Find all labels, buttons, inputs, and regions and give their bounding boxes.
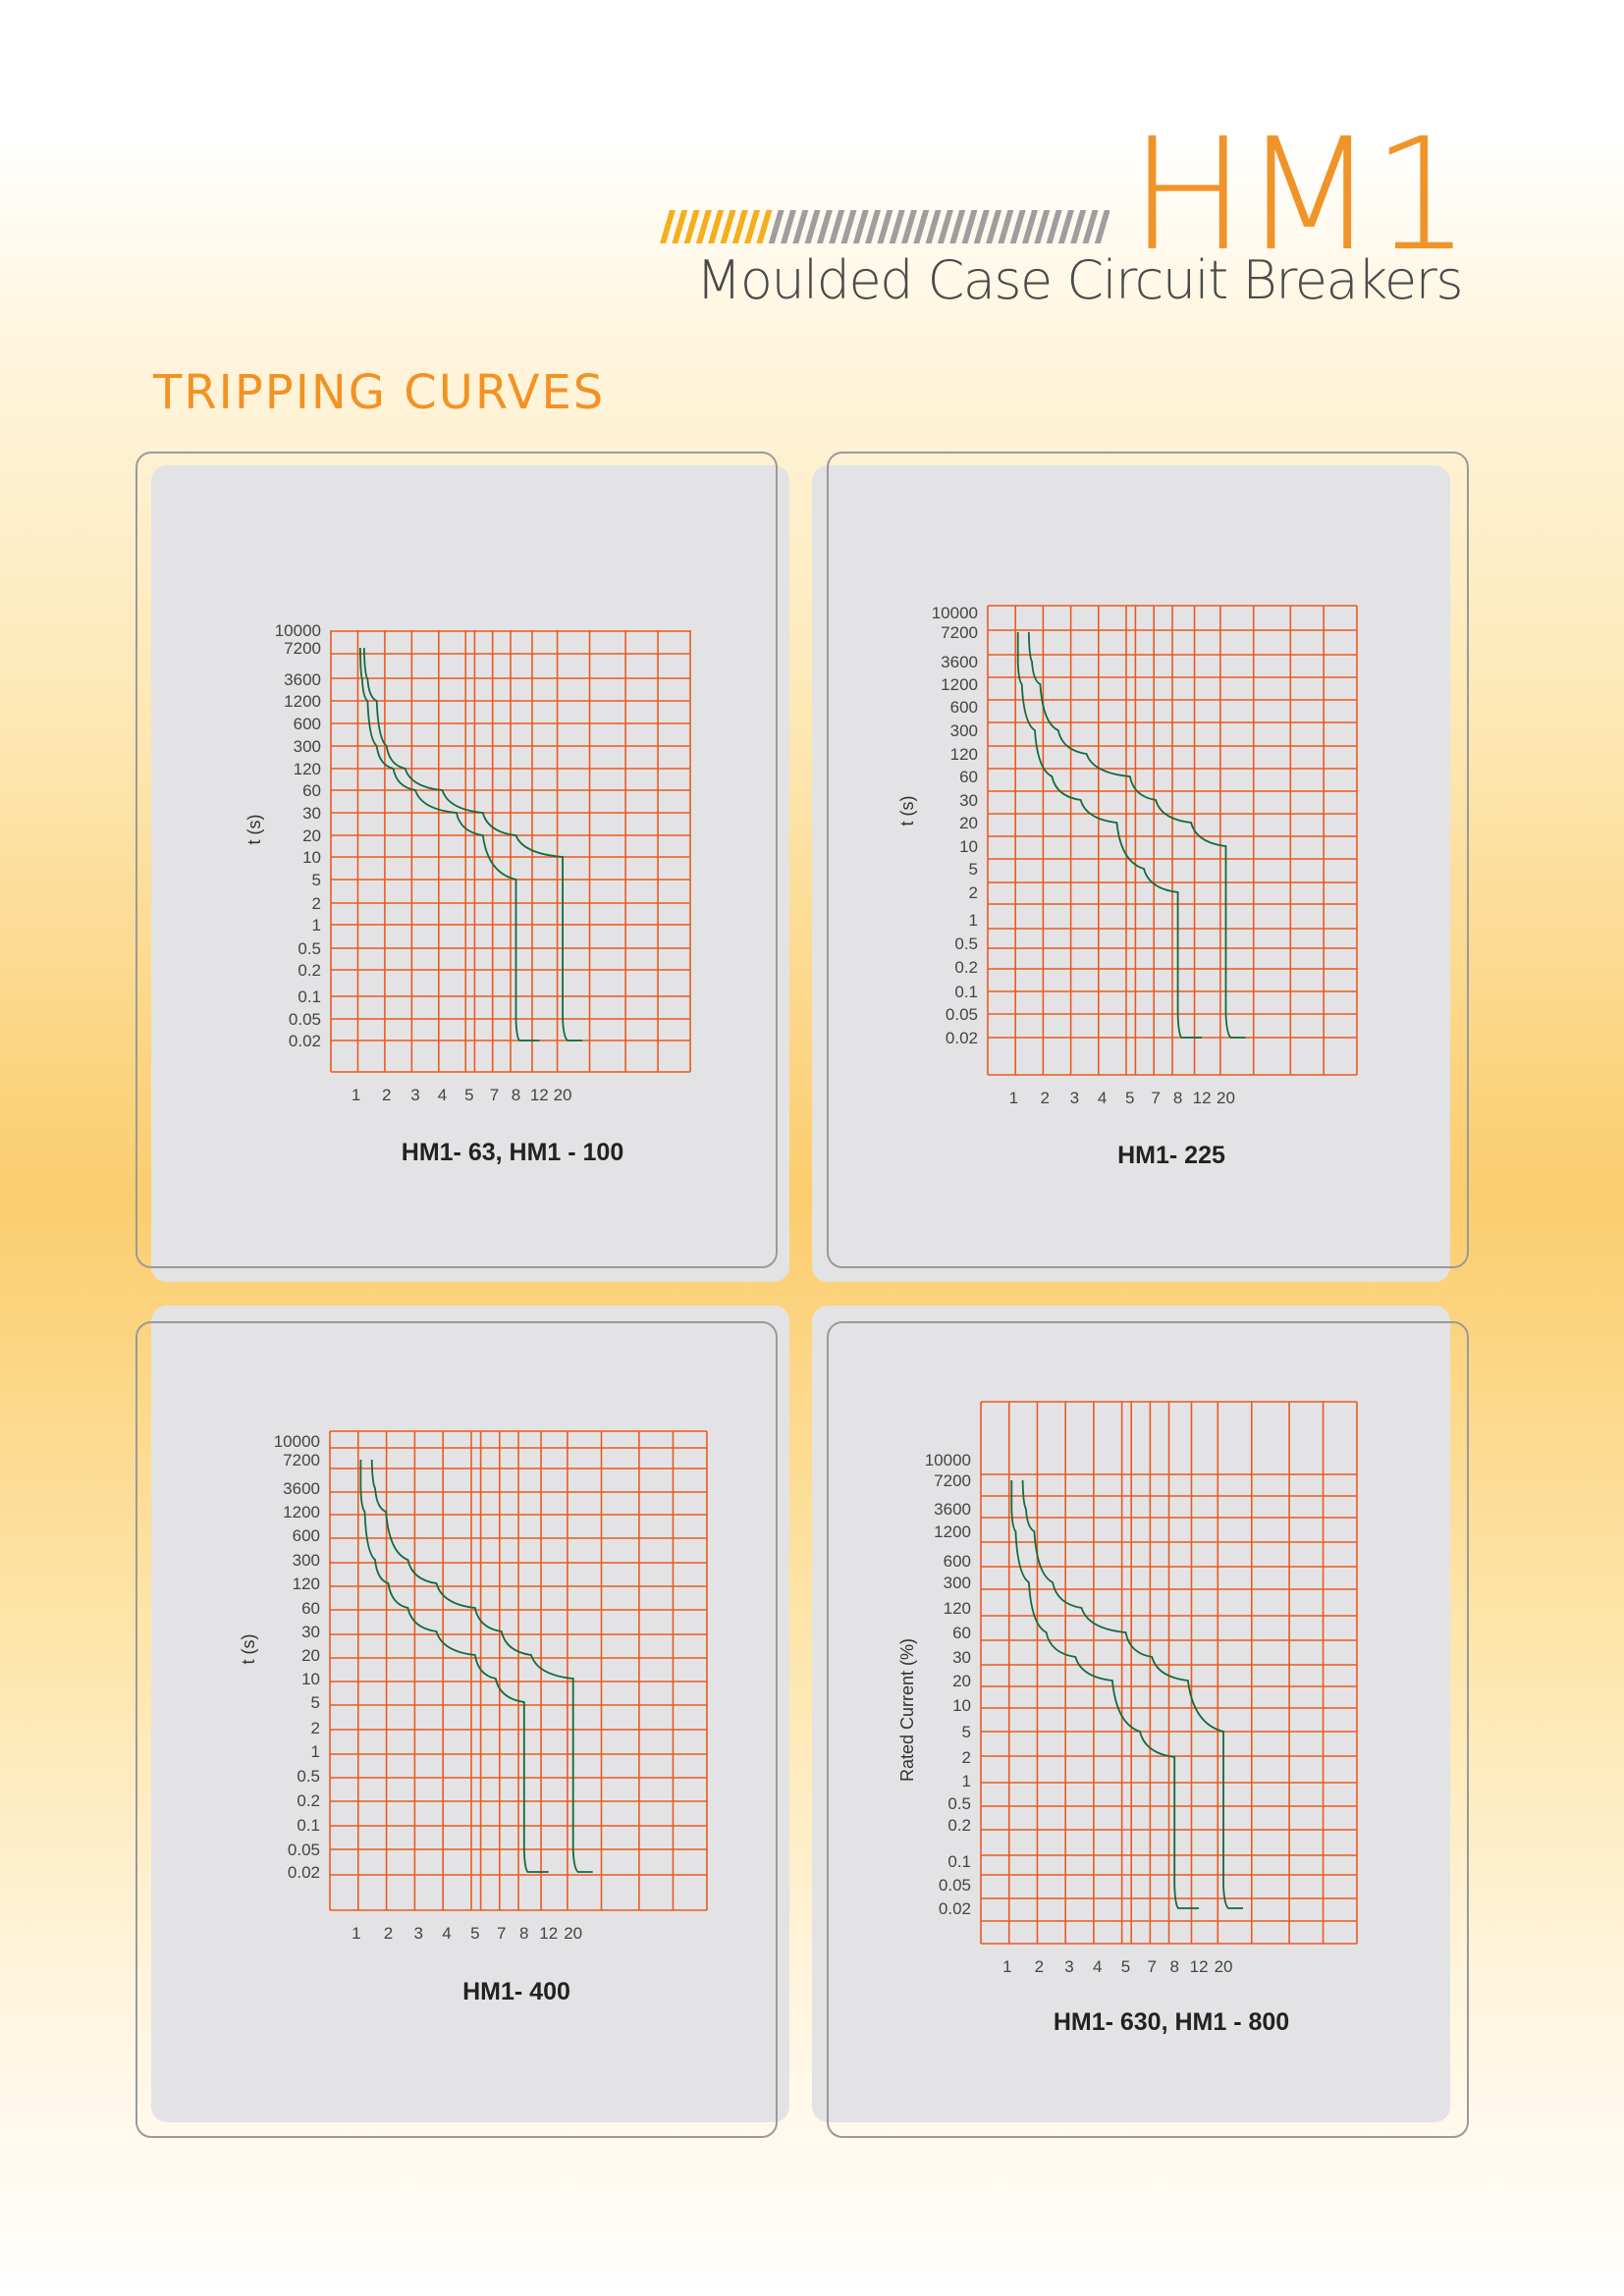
stripe bbox=[792, 210, 809, 243]
stripe bbox=[708, 210, 725, 243]
stripe bbox=[1070, 210, 1087, 243]
panel-frame bbox=[135, 452, 778, 1268]
stripe bbox=[683, 210, 700, 243]
stripe bbox=[1094, 210, 1110, 243]
stripe bbox=[998, 210, 1014, 243]
section-title: TRIPPING CURVES bbox=[153, 365, 606, 420]
stripe bbox=[877, 210, 893, 243]
panel-frame bbox=[827, 452, 1469, 1268]
stripe bbox=[973, 210, 990, 243]
stripe bbox=[852, 210, 869, 243]
stripe bbox=[1082, 210, 1099, 243]
stripe bbox=[925, 210, 942, 243]
stripe bbox=[840, 210, 857, 243]
stripe bbox=[986, 210, 1002, 243]
stripe bbox=[1022, 210, 1038, 243]
stripe bbox=[865, 210, 882, 243]
stripe bbox=[744, 210, 761, 243]
stripe bbox=[889, 210, 905, 243]
stripe bbox=[731, 210, 748, 243]
stripe bbox=[804, 210, 821, 243]
stripe bbox=[913, 210, 930, 243]
page-subtitle: Moulded Case Circuit Breakers bbox=[695, 249, 1464, 311]
stripe bbox=[672, 210, 688, 243]
stripe bbox=[829, 210, 845, 243]
stripe bbox=[961, 210, 978, 243]
stripe bbox=[781, 210, 796, 243]
chart-title: HM1- 63, HM1 - 100 bbox=[401, 1139, 624, 1166]
stripe-decoration bbox=[660, 210, 1110, 243]
chart-title: HM1- 630, HM1 - 800 bbox=[1053, 2008, 1290, 2036]
panel-frame bbox=[827, 1321, 1469, 2138]
stripe bbox=[756, 210, 773, 243]
stripe bbox=[949, 210, 966, 243]
stripe bbox=[720, 210, 736, 243]
stripe bbox=[695, 210, 712, 243]
panel-frame bbox=[135, 1321, 778, 2138]
stripe bbox=[660, 210, 676, 243]
stripe bbox=[768, 210, 785, 243]
stripe bbox=[1057, 210, 1074, 243]
chart-title: HM1- 400 bbox=[462, 1978, 570, 2005]
stripe bbox=[816, 210, 833, 243]
stripe bbox=[1009, 210, 1026, 243]
stripe bbox=[1046, 210, 1062, 243]
stripe bbox=[901, 210, 917, 243]
stripe bbox=[937, 210, 953, 243]
stripe bbox=[1034, 210, 1051, 243]
brand-title: HM1 bbox=[1129, 105, 1471, 286]
chart-title: HM1- 225 bbox=[1117, 1142, 1225, 1169]
